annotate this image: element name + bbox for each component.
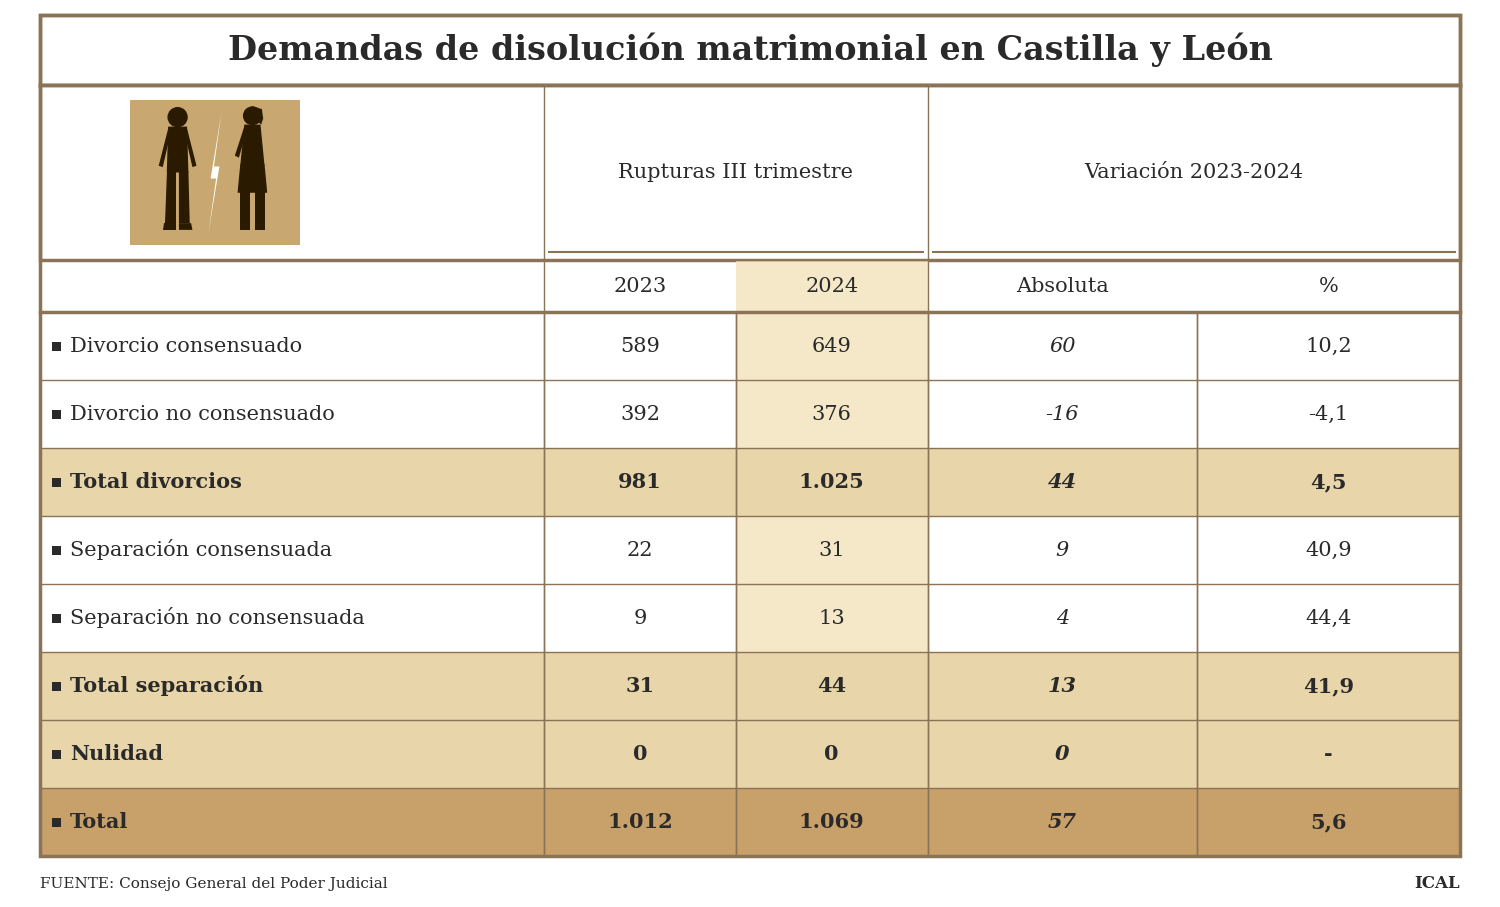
Text: 40,9: 40,9 <box>1305 541 1352 560</box>
Bar <box>40 260 1460 312</box>
Polygon shape <box>209 112 222 233</box>
Bar <box>53 681 62 690</box>
Text: Total: Total <box>70 812 129 832</box>
Text: ICAL: ICAL <box>1414 875 1460 892</box>
Bar <box>40 15 1460 85</box>
Polygon shape <box>236 127 248 158</box>
Text: Divorcio consensuado: Divorcio consensuado <box>70 336 302 356</box>
Text: 41,9: 41,9 <box>1304 676 1354 696</box>
Text: 1.012: 1.012 <box>608 812 674 832</box>
Bar <box>130 100 300 245</box>
Polygon shape <box>166 127 189 172</box>
Text: Divorcio no consensuado: Divorcio no consensuado <box>70 405 334 424</box>
Text: 589: 589 <box>620 336 660 356</box>
Bar <box>736 260 927 312</box>
Bar <box>53 477 62 486</box>
Bar <box>736 516 927 584</box>
Polygon shape <box>162 223 177 229</box>
Text: 1.069: 1.069 <box>800 812 864 832</box>
Bar <box>736 380 927 448</box>
Circle shape <box>243 107 261 124</box>
Text: 13: 13 <box>1048 676 1077 696</box>
Text: 376: 376 <box>812 405 852 424</box>
Text: Separación consensuada: Separación consensuada <box>70 540 332 561</box>
Text: 0: 0 <box>1054 744 1070 764</box>
Bar <box>40 448 1460 516</box>
Circle shape <box>168 108 188 127</box>
Text: 44: 44 <box>1048 472 1077 492</box>
Text: %: % <box>1318 277 1338 296</box>
Polygon shape <box>178 171 189 223</box>
Bar <box>736 584 927 652</box>
Text: 9: 9 <box>633 609 646 628</box>
Text: 44,4: 44,4 <box>1305 609 1352 628</box>
Text: -16: -16 <box>1046 405 1078 424</box>
Text: 981: 981 <box>618 472 662 492</box>
Bar <box>53 817 62 826</box>
Text: 31: 31 <box>819 541 844 560</box>
Bar <box>53 613 62 622</box>
Bar <box>40 380 1460 448</box>
Polygon shape <box>178 223 192 229</box>
Text: -: - <box>1324 744 1334 764</box>
Bar <box>40 312 1460 380</box>
Bar <box>40 652 1460 720</box>
Text: 44: 44 <box>818 676 846 696</box>
Text: 4,5: 4,5 <box>1311 472 1347 492</box>
Text: FUENTE: Consejo General del Poder Judicial: FUENTE: Consejo General del Poder Judici… <box>40 877 387 891</box>
Polygon shape <box>165 171 177 223</box>
Text: 2023: 2023 <box>614 277 666 296</box>
Bar <box>40 516 1460 584</box>
Text: Variación 2023-2024: Variación 2023-2024 <box>1084 163 1304 182</box>
Text: 31: 31 <box>626 676 654 696</box>
Text: Demandas de disolución matrimonial en Castilla y León: Demandas de disolución matrimonial en Ca… <box>228 33 1272 67</box>
Polygon shape <box>240 191 249 229</box>
Text: 13: 13 <box>819 609 844 628</box>
Text: Total separación: Total separación <box>70 676 264 697</box>
Text: 4: 4 <box>1056 609 1070 628</box>
Text: 0: 0 <box>633 744 646 764</box>
Text: Separación no consensuada: Separación no consensuada <box>70 608 364 629</box>
Text: 1.025: 1.025 <box>800 472 864 492</box>
Bar <box>53 342 62 350</box>
Polygon shape <box>237 164 267 193</box>
Text: 0: 0 <box>825 744 839 764</box>
Text: 60: 60 <box>1048 336 1076 356</box>
Text: Absoluta: Absoluta <box>1016 277 1108 296</box>
Text: Nulidad: Nulidad <box>70 744 164 764</box>
Bar <box>40 584 1460 652</box>
Polygon shape <box>240 124 264 166</box>
Text: 57: 57 <box>1048 812 1077 832</box>
Text: 10,2: 10,2 <box>1305 336 1352 356</box>
Polygon shape <box>159 129 171 167</box>
Text: 5,6: 5,6 <box>1311 812 1347 832</box>
Text: 2024: 2024 <box>806 277 858 296</box>
Bar <box>53 749 62 758</box>
Bar <box>40 720 1460 788</box>
Text: Total divorcios: Total divorcios <box>70 472 242 492</box>
Text: 9: 9 <box>1056 541 1070 560</box>
Bar <box>53 545 62 554</box>
Text: -4,1: -4,1 <box>1308 405 1348 424</box>
Bar <box>736 312 927 380</box>
Text: Rupturas III trimestre: Rupturas III trimestre <box>618 163 854 182</box>
Polygon shape <box>184 129 196 167</box>
Text: 392: 392 <box>620 405 660 424</box>
Text: 22: 22 <box>627 541 652 560</box>
Bar <box>53 409 62 418</box>
Bar <box>40 85 1460 260</box>
Text: 649: 649 <box>812 336 852 356</box>
Polygon shape <box>255 191 264 229</box>
Bar <box>40 788 1460 856</box>
Polygon shape <box>246 106 262 124</box>
